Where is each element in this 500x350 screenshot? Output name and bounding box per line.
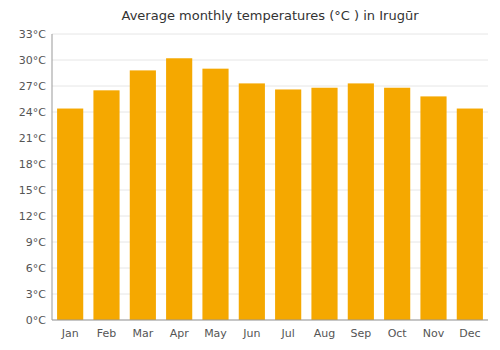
- y-tick-label: 18°C: [19, 158, 46, 171]
- y-axis-line: [52, 34, 53, 320]
- x-tick-label: Mar: [132, 327, 153, 340]
- bar: [130, 70, 156, 320]
- bar: [93, 90, 119, 320]
- x-tick-label: Oct: [388, 327, 408, 340]
- bar: [457, 109, 483, 320]
- chart: 0°C 3°C 6°C 9°C 12°C 15°C 18°C 21°C 24°C 27°C 30°C…: [0, 0, 500, 350]
- x-tick-label: Feb: [97, 327, 116, 340]
- bar: [384, 88, 410, 320]
- grid-line: [52, 34, 488, 35]
- y-grid: [52, 34, 488, 320]
- bar: [420, 96, 446, 320]
- bar: [311, 88, 337, 320]
- bar: [166, 58, 192, 320]
- bar: [202, 69, 228, 320]
- y-tick-label: 12°C: [19, 210, 46, 223]
- y-tick-label: 15°C: [19, 184, 46, 197]
- bar: [57, 109, 83, 320]
- x-tick-label: Nov: [423, 327, 445, 340]
- x-tick-label: Aug: [314, 327, 335, 340]
- x-tick-labels: Jan Feb Mar Apr May Jun Jul Aug Sep Oct Nov Dec: [61, 327, 481, 340]
- x-tick-label: Sep: [350, 327, 371, 340]
- y-tick-label: 21°C: [19, 132, 46, 145]
- y-tick-label: 30°C: [19, 54, 46, 67]
- y-tick-label: 27°C: [19, 80, 46, 93]
- title: Average monthly temperatures (°C ) in Ir…: [122, 8, 420, 23]
- y-tick-label: 33°C: [19, 28, 46, 41]
- bar: [239, 83, 265, 320]
- y-tick-label: 3°C: [26, 288, 46, 301]
- bar: [275, 89, 301, 320]
- y-tick-label: 9°C: [26, 236, 46, 249]
- grid-line: [52, 60, 488, 61]
- x-tick-label: Apr: [170, 327, 190, 340]
- bars: [57, 58, 483, 320]
- chart-container: 0°C 3°C 6°C 9°C 12°C 15°C 18°C 21°C 24°C 27°C 30°C…: [0, 0, 500, 350]
- y-tick-labels: 0°C 3°C 6°C 9°C 12°C 15°C 18°C 21°C 24°C 27°C 30°C…: [19, 28, 46, 327]
- y-tick-label: 24°C: [19, 106, 46, 119]
- grid-line: [52, 86, 488, 87]
- bar: [348, 83, 374, 320]
- x-tick-label: May: [204, 327, 227, 340]
- x-tick-label: Dec: [459, 327, 480, 340]
- x-tick-label: Jul: [281, 327, 295, 340]
- x-axis-line: [52, 320, 488, 321]
- grid-line: [52, 320, 488, 321]
- y-tick-label: 0°C: [26, 314, 46, 327]
- x-tick-label: Jan: [61, 327, 79, 340]
- x-tick-label: Jun: [242, 327, 260, 340]
- y-tick-label: 6°C: [26, 262, 46, 275]
